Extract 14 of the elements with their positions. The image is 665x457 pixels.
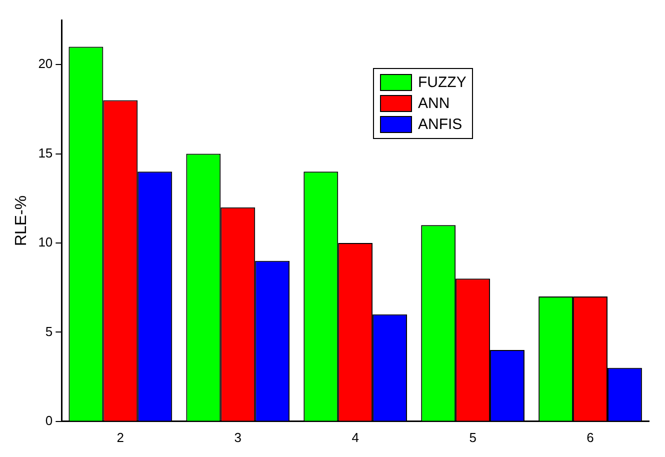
y-tick-label: 15 (38, 145, 53, 160)
legend-label: FUZZY (418, 74, 466, 91)
y-tick-label: 5 (45, 324, 53, 339)
legend-label: ANN (418, 95, 450, 112)
legend-label: ANFIS (418, 116, 462, 133)
x-tick-label: 4 (352, 430, 359, 445)
y-tick-label: 10 (38, 234, 53, 250)
x-tick-label: 6 (586, 430, 594, 445)
x-tick-label: 3 (234, 430, 242, 445)
y-axis-title: RLE-% (13, 195, 30, 246)
y-tick-label: 0 (45, 412, 53, 428)
y-tick-label: 20 (38, 56, 53, 72)
x-tick-label: 2 (116, 430, 124, 445)
x-tick-label: 5 (469, 430, 476, 445)
